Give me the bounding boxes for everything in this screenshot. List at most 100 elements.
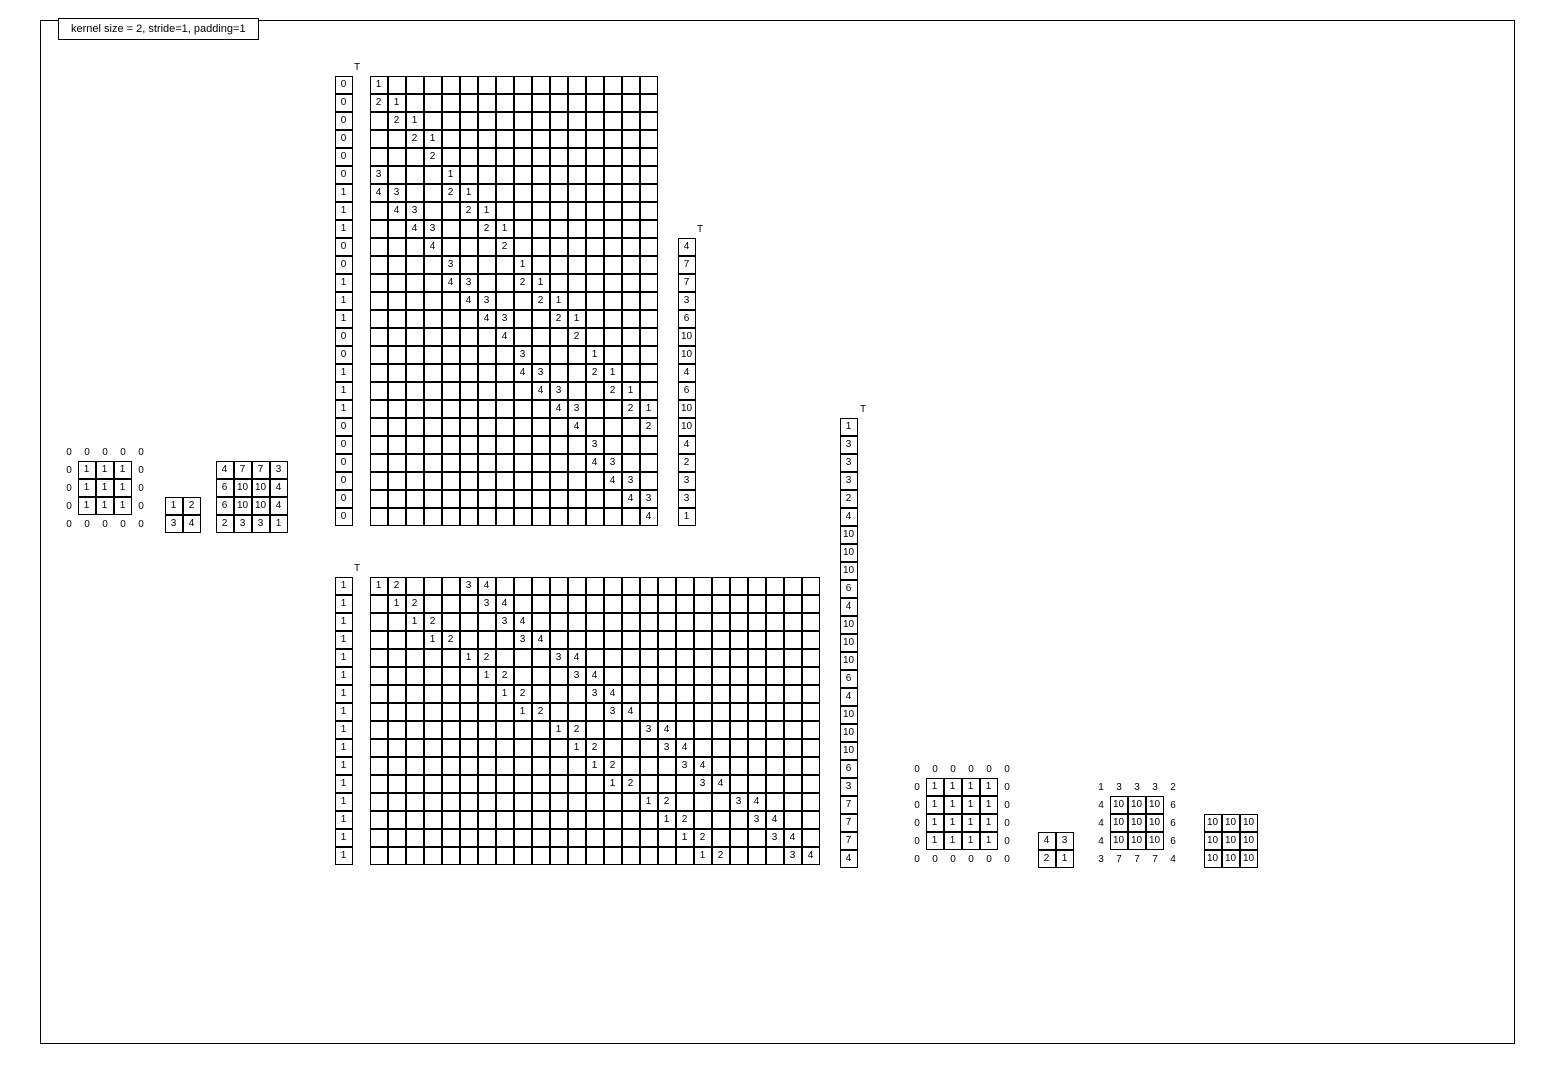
cell (604, 721, 622, 739)
cell (550, 613, 568, 631)
cell (568, 166, 586, 184)
cell (550, 829, 568, 847)
cell: 4 (1092, 814, 1110, 832)
cell: 1 (370, 577, 388, 595)
cell (604, 400, 622, 418)
cell (496, 472, 514, 490)
cell: 0 (60, 497, 78, 515)
cell (388, 811, 406, 829)
cell (550, 739, 568, 757)
mid-right-result-vector: 1333241010106410101064101010637774 (840, 418, 858, 868)
cell (550, 775, 568, 793)
cell (550, 238, 568, 256)
cell (370, 130, 388, 148)
cell (640, 94, 658, 112)
cell: 3 (568, 400, 586, 418)
cell (604, 793, 622, 811)
cell (658, 631, 676, 649)
cell (424, 202, 442, 220)
cell: 1 (114, 479, 132, 497)
cell (442, 400, 460, 418)
cell (388, 292, 406, 310)
cell (622, 148, 640, 166)
cell (496, 757, 514, 775)
cell: 2 (550, 310, 568, 328)
cell (532, 184, 550, 202)
cell: 4 (622, 703, 640, 721)
cell (370, 667, 388, 685)
cell (514, 148, 532, 166)
cell (442, 793, 460, 811)
cell: 3 (442, 256, 460, 274)
cell: 2 (840, 490, 858, 508)
cell: 1 (514, 703, 532, 721)
cell (586, 577, 604, 595)
cell (478, 721, 496, 739)
cell (370, 847, 388, 865)
cell: 1 (335, 595, 353, 613)
cell (586, 382, 604, 400)
cell: 1 (424, 631, 442, 649)
cell (550, 757, 568, 775)
cell (406, 793, 424, 811)
cell (622, 220, 640, 238)
cell (388, 454, 406, 472)
cell: 10 (234, 479, 252, 497)
cell: 3 (460, 577, 478, 595)
cell (388, 739, 406, 757)
cell (370, 703, 388, 721)
cell (766, 649, 784, 667)
cell (802, 703, 820, 721)
cell (748, 829, 766, 847)
cell (604, 847, 622, 865)
cell: 0 (998, 850, 1016, 868)
cell (370, 112, 388, 130)
cell (568, 685, 586, 703)
cell (568, 274, 586, 292)
cell: 3 (478, 595, 496, 613)
cell: 3 (1092, 850, 1110, 868)
cell (370, 292, 388, 310)
cell (496, 703, 514, 721)
cell: 10 (1204, 814, 1222, 832)
cell (730, 847, 748, 865)
cell (496, 649, 514, 667)
cell: 3 (496, 310, 514, 328)
cell (532, 721, 550, 739)
cell (712, 577, 730, 595)
cell: 1 (622, 382, 640, 400)
cell (640, 631, 658, 649)
cell: 4 (478, 310, 496, 328)
cell: 4 (514, 364, 532, 382)
cell: 3 (658, 739, 676, 757)
cell (604, 112, 622, 130)
cell (406, 775, 424, 793)
cell (658, 847, 676, 865)
cell: 4 (568, 418, 586, 436)
cell (424, 595, 442, 613)
cell: 4 (784, 829, 802, 847)
cell (694, 793, 712, 811)
cell: 1 (335, 649, 353, 667)
cell (478, 166, 496, 184)
cell (568, 112, 586, 130)
cell (640, 76, 658, 94)
cell: 4 (460, 292, 478, 310)
cell: 2 (694, 829, 712, 847)
cell: 10 (1240, 850, 1258, 868)
cell (388, 793, 406, 811)
cell: 4 (676, 739, 694, 757)
cell (370, 418, 388, 436)
cell (496, 112, 514, 130)
cell: 1 (962, 832, 980, 850)
cell (640, 148, 658, 166)
cell: 3 (694, 775, 712, 793)
cell (406, 829, 424, 847)
cell (640, 238, 658, 256)
cell (622, 166, 640, 184)
cell (424, 577, 442, 595)
cell (460, 238, 478, 256)
cell (424, 292, 442, 310)
cell (640, 184, 658, 202)
cell (460, 148, 478, 166)
